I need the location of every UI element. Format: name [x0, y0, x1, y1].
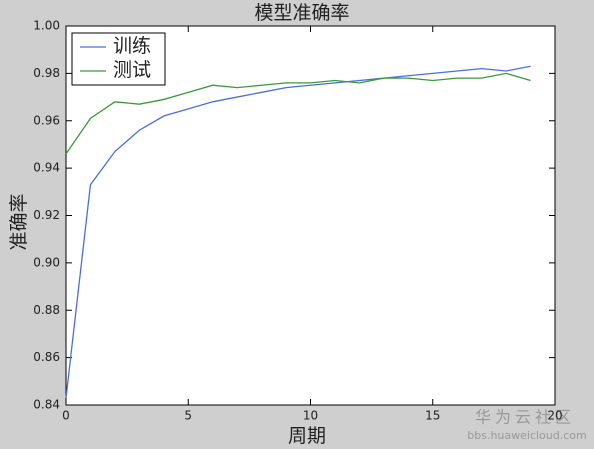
x-tick-label: 0 [62, 409, 70, 423]
plot-area [65, 25, 556, 406]
legend-label: 测试 [113, 59, 151, 81]
y-tick-label: 0.86 [33, 350, 60, 364]
line-series [65, 65, 531, 398]
x-tick-label: 5 [184, 409, 192, 423]
chart-title: 模型准确率 [254, 2, 349, 24]
x-tick-label: 20 [547, 409, 562, 423]
y-tick-label: 1.00 [33, 19, 60, 33]
x-tick-label: 10 [303, 409, 318, 423]
watermark-brand: 华为云社区 [475, 408, 575, 427]
x-axis-label: 周期 [288, 425, 326, 447]
x-tick-label: 15 [425, 409, 440, 423]
legend [71, 32, 166, 86]
y-tick-label: 0.88 [33, 303, 60, 317]
y-tick-label: 0.84 [33, 398, 60, 412]
y-tick-label: 0.96 [33, 113, 60, 127]
y-tick-label: 0.90 [33, 255, 60, 269]
legend-label: 训练 [113, 35, 151, 57]
y-tick-label: 0.94 [33, 161, 60, 175]
y-tick-label: 0.92 [33, 208, 60, 222]
y-axis-label: 准确率 [8, 193, 30, 250]
y-tick-label: 0.98 [33, 66, 60, 80]
line-series [65, 72, 531, 155]
watermark-url: bbs.huaweicloud.com [467, 429, 586, 442]
